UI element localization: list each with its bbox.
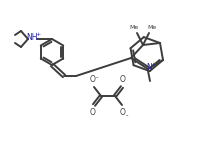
Text: -: - xyxy=(126,112,128,118)
Text: O: O xyxy=(120,108,126,117)
Text: +: + xyxy=(35,33,40,38)
Text: -: - xyxy=(96,74,98,80)
Text: +: + xyxy=(150,61,156,66)
Text: O: O xyxy=(90,108,96,117)
Text: NH: NH xyxy=(26,33,38,42)
Text: O: O xyxy=(120,75,126,84)
Text: Me: Me xyxy=(129,25,139,30)
Text: O: O xyxy=(90,75,96,84)
Text: Me: Me xyxy=(147,25,157,30)
Text: N: N xyxy=(146,63,152,72)
